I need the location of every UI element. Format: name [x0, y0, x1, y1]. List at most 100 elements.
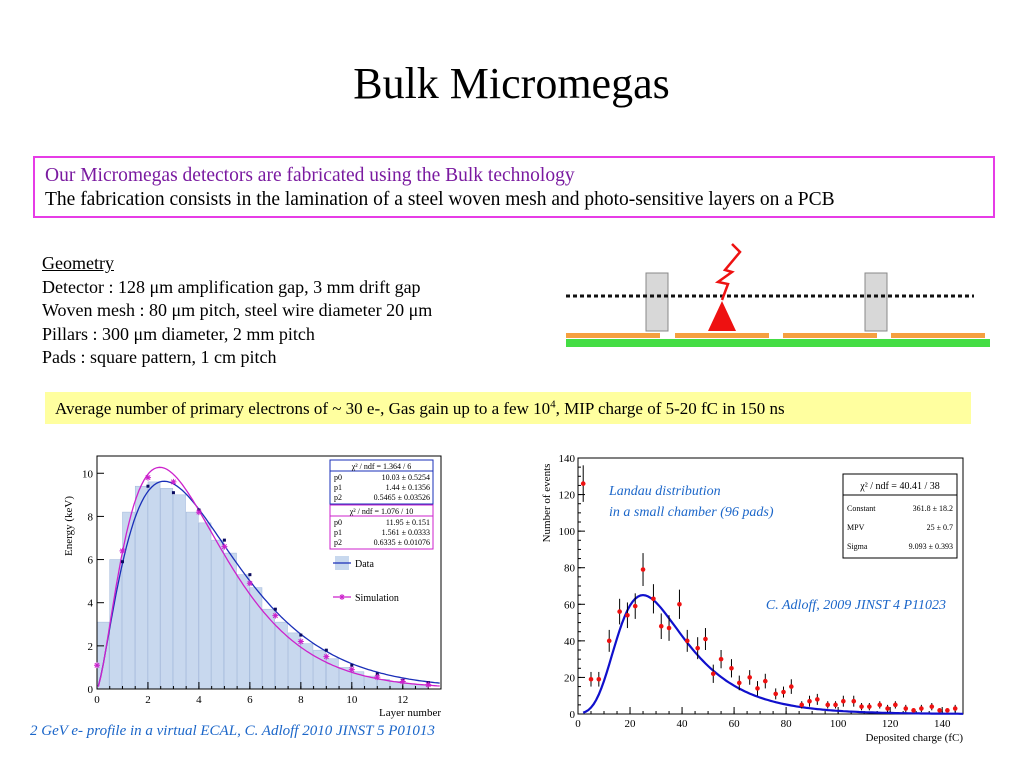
sim-stat-box: [329, 504, 434, 550]
energy-profile-chart: 0 2 4 6 8 10 12 0 2 4 6 8 10 Layer number Energy (keV)…: [63, 455, 442, 719]
left-caption: 2 GeV e- profile in a virtual ECAL, C. A…: [30, 723, 435, 739]
x-tick-label: 6: [247, 694, 253, 706]
histogram-bar: [185, 511, 199, 690]
data-point: [120, 560, 124, 564]
data-point: [588, 676, 594, 682]
pad: [675, 333, 769, 338]
x-tick-label: 120: [882, 718, 899, 730]
legend-data-label: Data: [355, 559, 374, 570]
y-tick-label: 10: [82, 468, 94, 480]
x-tick-label: 2: [145, 694, 151, 706]
simulation-point: [323, 653, 330, 660]
histogram-bar: [211, 539, 225, 690]
intro-line-2: The fabrication consists in the laminati…: [45, 189, 835, 210]
simulation-fit-curve: [97, 466, 440, 687]
annotation-line-1: Landau distribution: [608, 484, 721, 499]
data-point: [625, 612, 630, 618]
data-stat-box-chi2: χ² / ndf = 1.364 / 6: [351, 462, 412, 471]
sim-stat-box-param-value: 11.95 ± 0.151: [386, 518, 430, 527]
histogram-bar: [96, 621, 110, 690]
histogram-bar: [198, 522, 212, 690]
stat-param-name: Sigma: [847, 542, 868, 551]
data-point: [747, 675, 752, 680]
spark-icon: [714, 243, 742, 301]
stat-box: [842, 473, 958, 559]
data-point: [859, 704, 864, 709]
y-tick-label: 140: [559, 453, 576, 465]
legend-sim-marker: [339, 594, 345, 600]
geometry-line: Detector : 128 μm amplification gap, 3 m…: [42, 276, 421, 297]
geometry-line: Pillars : 300 μm diameter, 2 mm pitch: [42, 323, 315, 344]
data-point: [825, 702, 831, 708]
histogram-bar: [300, 643, 314, 690]
sim-stat-box-param-name: p2: [334, 538, 342, 547]
data-point: [658, 623, 664, 629]
histogram-bar: [134, 485, 148, 690]
micromegas-cross-section-diagram: [566, 243, 990, 347]
y-axis-label: Energy (keV): [63, 496, 75, 556]
x-tick-label: 8: [298, 694, 304, 706]
histogram-bar: [160, 488, 174, 690]
data-point: [929, 704, 935, 709]
data-point: [684, 638, 690, 644]
simulation-point: [272, 612, 279, 619]
sim-stat-box-param-name: p1: [334, 528, 342, 537]
histogram-bar: [109, 559, 123, 690]
data-fit-curve: [97, 480, 440, 687]
data-point: [851, 698, 857, 704]
intro-line-1: Our Micromegas detectors are fabricated …: [45, 165, 575, 186]
data-point: [695, 645, 700, 651]
x-axis-label: Deposited charge (fC): [865, 732, 963, 744]
data-stat-box-param-value: 0.5465 ± 0.03526: [374, 493, 430, 502]
annotation-line-2: in a small chamber (96 pads): [609, 505, 774, 520]
data-point: [789, 684, 794, 689]
x-tick-label: 60: [729, 718, 741, 730]
data-point: [799, 702, 805, 708]
y-tick-label: 6: [88, 555, 94, 567]
sim-stat-box-param-value: 1.561 ± 0.0333: [382, 528, 430, 537]
data-point: [903, 706, 909, 711]
pillar-left: [645, 272, 669, 332]
y-tick-label: 60: [564, 599, 576, 611]
data-stat-box-param-name: p2: [334, 493, 342, 502]
data-point: [632, 603, 638, 609]
data-stat-box: [329, 459, 434, 505]
pcb: [566, 339, 990, 347]
y-tick-label: 20: [564, 672, 576, 684]
data-point: [677, 601, 682, 607]
data-point: [885, 706, 890, 711]
data-point: [877, 702, 883, 708]
highlight-text-a: Average number of primary electrons of ~…: [55, 399, 551, 418]
data-point: [640, 567, 646, 572]
data-point: [841, 698, 846, 704]
data-point: [375, 672, 379, 676]
x-axis-label: Layer number: [379, 707, 441, 719]
simulation-point: [374, 674, 381, 681]
simulation-point: [348, 666, 355, 673]
avalanche-triangle: [708, 301, 736, 331]
stat-param-value: 9.093 ± 0.393: [909, 542, 953, 551]
y-tick-label: 8: [88, 511, 94, 523]
sim-stat-box-param-name: p0: [334, 518, 342, 527]
data-point: [222, 538, 226, 542]
data-stat-box-param-name: p1: [334, 483, 342, 492]
simulation-point: [195, 509, 202, 516]
data-point: [248, 573, 252, 577]
data-point: [580, 481, 586, 486]
y-tick-label: 80: [564, 563, 576, 575]
landau-fit-curve: [582, 593, 963, 715]
data-point: [606, 638, 612, 644]
x-tick-label: 10: [346, 694, 358, 706]
stat-param-name: MPV: [847, 523, 865, 532]
simulation-point: [119, 547, 126, 554]
data-point: [937, 708, 942, 713]
simulation-point: [297, 638, 304, 645]
sim-stat-box-chi2: χ² / ndf = 1.076 / 10: [349, 507, 414, 516]
stat-param-value: 25 ± 0.7: [927, 523, 953, 532]
data-point: [324, 648, 328, 652]
data-point: [729, 665, 734, 671]
y-axis-label: Number of events: [541, 464, 553, 543]
histogram-bar: [224, 552, 237, 690]
data-point: [299, 633, 303, 637]
data-point: [617, 609, 622, 614]
